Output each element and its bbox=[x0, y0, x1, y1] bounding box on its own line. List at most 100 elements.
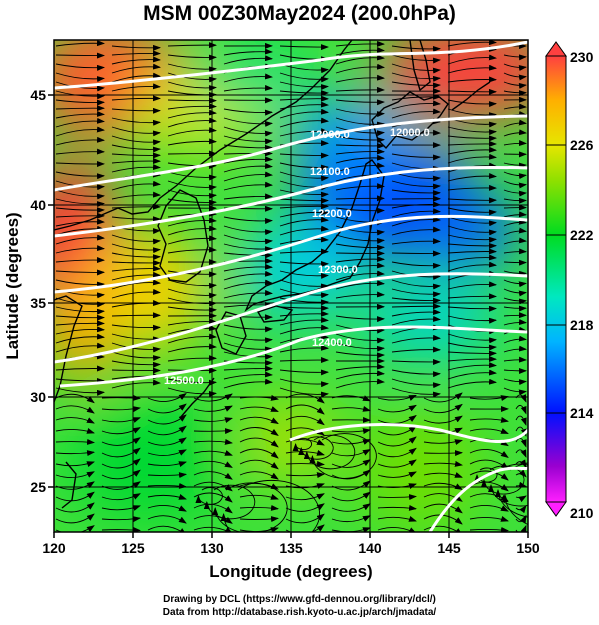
x-tick-label: 125 bbox=[121, 540, 145, 556]
streamline bbox=[279, 189, 329, 198]
contour-label: 12500.0 bbox=[164, 375, 204, 387]
colorbar-tick-label: 222 bbox=[570, 227, 594, 243]
streamline bbox=[447, 146, 497, 155]
streamline bbox=[515, 514, 527, 524]
streamline bbox=[223, 263, 273, 272]
streamline bbox=[503, 90, 527, 97]
streamline bbox=[335, 351, 385, 359]
streamline bbox=[279, 171, 329, 182]
streamline bbox=[331, 449, 371, 457]
streamline bbox=[111, 126, 161, 137]
streamline bbox=[55, 491, 95, 502]
streamline bbox=[101, 406, 141, 413]
x-tick-label: 145 bbox=[437, 540, 461, 556]
y-tick-label: 25 bbox=[30, 479, 46, 495]
streamline bbox=[147, 525, 187, 532]
streamline bbox=[111, 135, 161, 146]
streamline bbox=[335, 262, 385, 272]
streamline bbox=[335, 207, 385, 214]
x-tick-label: 150 bbox=[516, 540, 540, 556]
streamline bbox=[55, 136, 105, 146]
streamline bbox=[111, 191, 161, 200]
streamline bbox=[147, 437, 187, 446]
streamline bbox=[111, 44, 161, 51]
streamline bbox=[447, 356, 497, 363]
streamline bbox=[111, 164, 161, 173]
streamline bbox=[279, 216, 329, 227]
x-axis-label: Longitude (degrees) bbox=[209, 562, 372, 581]
streamline bbox=[55, 342, 105, 353]
streamline bbox=[447, 242, 497, 249]
streamline bbox=[111, 379, 161, 389]
streamline bbox=[239, 448, 279, 459]
streamline bbox=[335, 291, 385, 299]
streamline bbox=[55, 161, 105, 168]
streamline bbox=[279, 369, 329, 376]
streamline bbox=[279, 117, 329, 128]
streamline bbox=[447, 281, 497, 290]
streamline bbox=[279, 197, 329, 204]
streamline bbox=[447, 184, 497, 191]
streamline bbox=[239, 494, 279, 500]
streamline bbox=[55, 326, 105, 335]
streamline bbox=[447, 261, 497, 272]
streamline bbox=[147, 425, 187, 436]
streamline bbox=[391, 303, 441, 310]
streamline bbox=[111, 259, 161, 266]
streamline bbox=[447, 88, 497, 95]
streamline bbox=[335, 74, 385, 83]
streamline bbox=[515, 504, 527, 514]
streamline bbox=[55, 81, 105, 92]
streamline bbox=[447, 54, 497, 65]
streamline bbox=[55, 365, 105, 372]
streamline bbox=[335, 54, 385, 65]
streamline bbox=[193, 460, 233, 468]
streamline bbox=[223, 193, 273, 200]
streamline bbox=[292, 437, 313, 452]
streamline bbox=[391, 279, 441, 290]
streamline bbox=[101, 458, 141, 469]
streamline bbox=[111, 95, 161, 102]
streamline bbox=[335, 108, 385, 118]
streamline bbox=[447, 126, 497, 136]
streamline bbox=[391, 238, 441, 245]
streamline bbox=[239, 471, 279, 480]
streamline bbox=[111, 288, 161, 299]
streamline bbox=[111, 271, 161, 281]
streamline bbox=[279, 72, 329, 83]
streamline bbox=[391, 216, 441, 227]
streamline bbox=[391, 297, 441, 304]
streamline bbox=[101, 505, 141, 511]
streamline bbox=[111, 324, 161, 331]
streamline bbox=[223, 135, 273, 145]
streamline bbox=[111, 83, 161, 92]
streamline bbox=[285, 460, 325, 467]
streamline bbox=[391, 100, 441, 110]
contour-label: 12100.0 bbox=[310, 166, 350, 178]
streamline bbox=[111, 152, 161, 159]
streamline bbox=[447, 225, 497, 236]
streamline bbox=[447, 197, 497, 204]
streamline bbox=[331, 515, 371, 523]
graticule bbox=[54, 40, 528, 532]
streamline bbox=[503, 211, 527, 218]
credit-drawing: Drawing by DCL (https://www.gfd-dennou.o… bbox=[163, 594, 436, 605]
streamline bbox=[503, 288, 527, 297]
streamline bbox=[503, 356, 527, 363]
streamline bbox=[503, 197, 527, 204]
colorbar-min-arrow bbox=[545, 501, 567, 517]
streamline bbox=[223, 162, 273, 173]
streamline bbox=[423, 493, 463, 502]
streamline bbox=[447, 362, 497, 371]
streamline bbox=[193, 428, 233, 435]
streamline bbox=[335, 148, 385, 155]
streamline bbox=[220, 480, 321, 532]
streamline bbox=[101, 469, 141, 480]
streamline bbox=[391, 359, 441, 366]
streamline bbox=[55, 333, 105, 344]
colorbar-tick-label: 226 bbox=[570, 137, 594, 153]
streamline bbox=[503, 270, 527, 277]
streamline bbox=[391, 378, 441, 389]
streamline bbox=[55, 513, 95, 524]
streamline bbox=[285, 415, 325, 426]
